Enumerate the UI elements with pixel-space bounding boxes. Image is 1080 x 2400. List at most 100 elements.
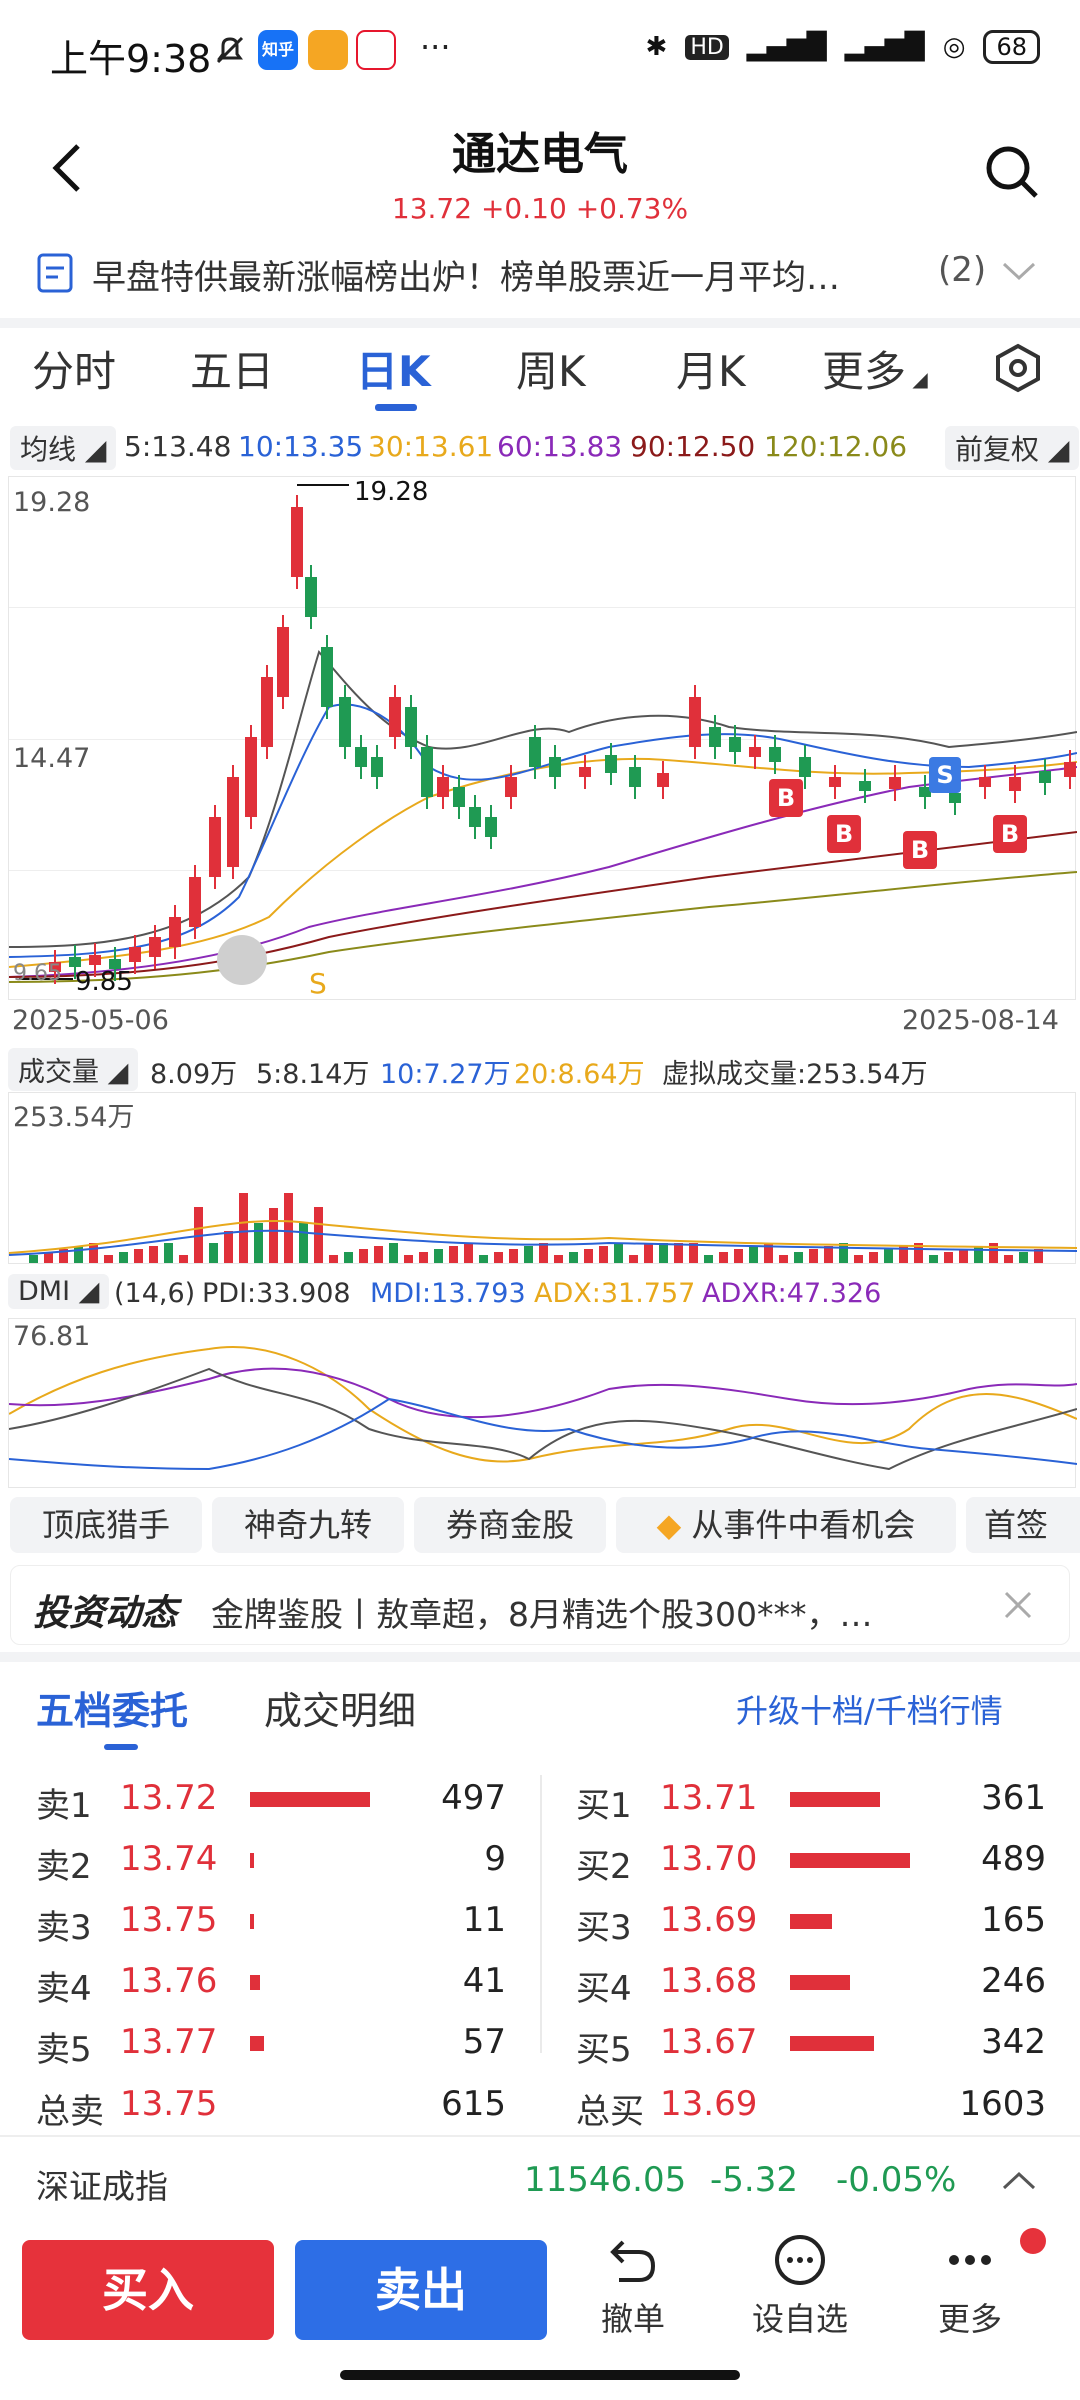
feature-top-bottom[interactable]: 顶底猎手 <box>10 1497 202 1553</box>
tab-monthly-k[interactable]: 月K <box>676 347 746 396</box>
sell-label: 卖2 <box>36 1847 92 1887</box>
upgrade-link[interactable]: 升级十档/千档行情 <box>736 1692 1003 1730</box>
tab-five-level[interactable]: 五档委托 <box>36 1689 189 1733</box>
tab-more[interactable]: 更多 ◢ <box>822 347 928 396</box>
notification-dot <box>1020 2228 1046 2254</box>
adjust-selector[interactable]: 前复权 ◢ <box>945 426 1080 470</box>
candle-body <box>799 757 811 777</box>
volume-selector[interactable]: 成交量 ◢ <box>8 1048 139 1091</box>
tab-trade-detail[interactable]: 成交明细 <box>264 1689 417 1733</box>
search-icon[interactable] <box>982 142 1042 202</box>
volume-bar <box>944 1252 953 1263</box>
sell-volume: 497 <box>441 1778 506 1818</box>
total-sell-price: 13.75 <box>120 2084 218 2124</box>
candle-body <box>149 937 161 957</box>
add-watchlist-button[interactable]: 设自选 <box>725 2232 875 2340</box>
buy-depth-bar <box>790 1792 880 1807</box>
index-bar[interactable]: 深证成指 11546.05 -5.32 -0.05% <box>0 2150 1080 2210</box>
total-sell-vol: 615 <box>441 2084 506 2124</box>
sell-row-2[interactable]: 卖2 13.74 9 <box>0 1831 540 1891</box>
volume-bar <box>284 1193 293 1263</box>
chevron-down-icon[interactable] <box>1000 260 1038 288</box>
volume-bar <box>449 1246 458 1263</box>
signal-s-bottom: S <box>309 967 327 1000</box>
close-icon[interactable] <box>1001 1588 1035 1626</box>
candle-body <box>859 781 871 791</box>
invest-news[interactable]: 投资动态 金牌鉴股丨敖章超，8月精选个股300***，… <box>10 1565 1070 1645</box>
tab-intraday[interactable]: 分时 <box>32 347 117 396</box>
cancel-order-button[interactable]: 撤单 <box>558 2232 708 2340</box>
ma10-line <box>9 703 1077 958</box>
hd-icon: HD <box>685 34 729 60</box>
candle-body <box>529 737 541 767</box>
candle-body <box>689 697 701 747</box>
volume-chart[interactable]: 253.54万 <box>8 1092 1077 1264</box>
candle-body <box>605 755 617 773</box>
total-buy-row: 总买 13.69 1603 <box>540 2076 1080 2136</box>
kline-chart[interactable]: 19.28 14.47 9.65 19.28 9.85 S S B B B B <box>8 476 1077 1000</box>
sell-row-4[interactable]: 卖4 13.76 41 <box>0 1953 540 2013</box>
signal-b-text: B <box>910 836 930 864</box>
dmi-chart[interactable]: 76.81 <box>8 1318 1077 1488</box>
volume-bar <box>914 1243 923 1263</box>
sell-price: 13.72 <box>120 1778 218 1818</box>
tab-daily-k[interactable]: 日K <box>356 347 431 396</box>
buy-row-1[interactable]: 买1 13.71 361 <box>540 1770 1080 1830</box>
volume-bar <box>809 1249 818 1263</box>
document-icon <box>36 252 74 298</box>
feature-broker-stocks[interactable]: 券商金股 <box>414 1497 606 1553</box>
candle-body <box>919 787 931 797</box>
feature-first-sign[interactable]: 首签 <box>966 1497 1080 1553</box>
buy-volume: 165 <box>981 1900 1046 1940</box>
candle-body <box>749 747 761 757</box>
buy-row-2[interactable]: 买2 13.70 489 <box>540 1831 1080 1891</box>
buy-price: 13.69 <box>660 1900 758 1940</box>
tab-weekly-k[interactable]: 周K <box>516 347 586 396</box>
signal-b-4: B <box>993 815 1027 853</box>
news-ticker[interactable]: 早盘特供最新涨幅榜出炉！榜单股票近一月平均… (2) <box>0 238 1080 308</box>
sell-button[interactable]: 卖出 <box>295 2240 547 2340</box>
ma-selector[interactable]: 均线 ◢ <box>10 426 117 470</box>
feature-event-opportunity[interactable]: ◆ 从事件中看机会 <box>616 1497 956 1553</box>
kline-y-mid: 14.47 <box>13 743 91 774</box>
total-buy-label: 总买 <box>576 2092 644 2132</box>
tab-five-day[interactable]: 五日 <box>190 347 275 396</box>
sell-row-5[interactable]: 卖5 13.77 57 <box>0 2014 540 2074</box>
candle-body <box>227 777 239 867</box>
volume-bar <box>719 1252 728 1263</box>
sell-row-1[interactable]: 卖1 13.72 497 <box>0 1770 540 1830</box>
more-dots-icon: ··· <box>420 28 451 66</box>
candle-body <box>291 507 303 577</box>
volume-bar <box>29 1255 38 1263</box>
period-tabs: 分时 五日 日K 周K 月K 更多 ◢ <box>0 330 1080 420</box>
price-pct: +0.73% <box>575 192 689 225</box>
sell-row-3[interactable]: 卖3 13.75 11 <box>0 1892 540 1952</box>
volume-bar <box>674 1243 683 1263</box>
total-buy-vol: 1603 <box>959 2084 1046 2124</box>
feature-nine-turn[interactable]: 神奇九转 <box>212 1497 404 1553</box>
replay-icon[interactable] <box>217 935 267 985</box>
dmi-adxr: ADXR:47.326 <box>702 1278 882 1309</box>
buy-row-3[interactable]: 买3 13.69 165 <box>540 1892 1080 1952</box>
more-button[interactable]: 更多 <box>895 2232 1045 2340</box>
dmi-label: DMI <box>18 1276 71 1307</box>
mdi-line <box>9 1397 1077 1471</box>
buy-volume: 361 <box>981 1778 1046 1818</box>
dmi-y-top: 76.81 <box>13 1321 91 1352</box>
dmi-selector[interactable]: DMI ◢ <box>8 1274 110 1309</box>
status-time: 上午9:38 <box>50 37 212 81</box>
volume-value: 8.09万 <box>150 1059 238 1090</box>
buy-button[interactable]: 买入 <box>22 2240 274 2340</box>
candle-body <box>339 697 351 747</box>
back-icon[interactable] <box>40 138 100 198</box>
divider <box>0 318 1080 328</box>
watchlist-icon <box>775 2235 825 2285</box>
settings-hex-icon[interactable] <box>992 342 1044 398</box>
volume-bar <box>614 1243 623 1263</box>
volume-bar <box>554 1255 563 1263</box>
buy-row-5[interactable]: 买5 13.67 342 <box>540 2014 1080 2074</box>
pdi-line <box>9 1367 1077 1471</box>
index-change: -5.32 <box>710 2160 798 2200</box>
buy-row-4[interactable]: 买4 13.68 246 <box>540 1953 1080 2013</box>
chevron-up-icon[interactable] <box>1000 2168 1038 2196</box>
